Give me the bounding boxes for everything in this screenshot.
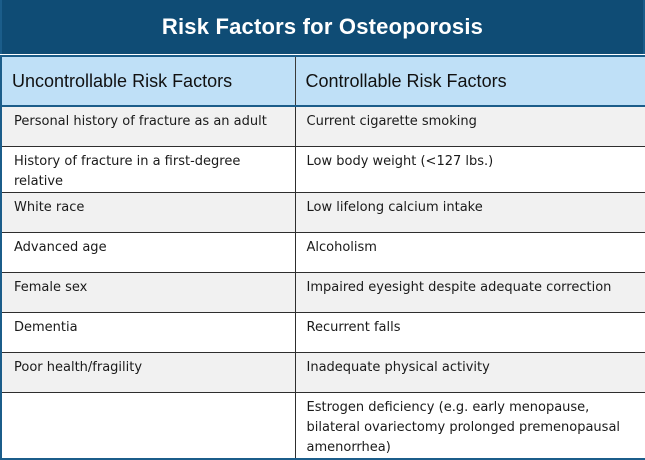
controllable-cell: Alcoholism	[295, 232, 645, 273]
controllable-cell: Recurrent falls	[295, 312, 645, 353]
table-row: Estrogen deficiency (e.g. early menopaus…	[0, 392, 645, 460]
uncontrollable-cell: Advanced age	[0, 232, 296, 273]
table-row: History of fracture in a first-degree re…	[0, 146, 645, 193]
header-row: Uncontrollable Risk Factors Controllable…	[0, 55, 645, 107]
header-controllable: Controllable Risk Factors	[294, 55, 645, 107]
uncontrollable-cell: Dementia	[0, 312, 296, 353]
table-row: Dementia Recurrent falls	[0, 312, 645, 353]
table-row: Personal history of fracture as an adult…	[0, 106, 645, 147]
uncontrollable-cell: Poor health/fragility	[0, 352, 296, 393]
table-row: Poor health/fragility Inadequate physica…	[0, 352, 645, 393]
uncontrollable-cell: Female sex	[0, 272, 296, 313]
controllable-cell: Inadequate physical activity	[295, 352, 645, 393]
controllable-cell: Current cigarette smoking	[295, 106, 645, 147]
table-title: Risk Factors for Osteoporosis	[161, 14, 484, 39]
uncontrollable-cell	[0, 392, 296, 460]
table-row: Female sex Impaired eyesight despite ade…	[0, 272, 645, 313]
uncontrollable-cell: Personal history of fracture as an adult	[0, 106, 296, 147]
uncontrollable-cell: White race	[0, 192, 296, 233]
controllable-cell: Estrogen deficiency (e.g. early menopaus…	[295, 392, 645, 460]
risk-factors-table: Uncontrollable Risk Factors Controllable…	[0, 55, 645, 460]
uncontrollable-cell: History of fracture in a first-degree re…	[0, 146, 296, 193]
controllable-cell: Impaired eyesight despite adequate corre…	[295, 272, 645, 313]
header-uncontrollable: Uncontrollable Risk Factors	[0, 55, 296, 107]
title-bar: Risk Factors for Osteoporosis	[0, 0, 645, 54]
table-row: Advanced age Alcoholism	[0, 232, 645, 273]
table-row: White race Low lifelong calcium intake	[0, 192, 645, 233]
controllable-cell: Low lifelong calcium intake	[295, 192, 645, 233]
controllable-cell: Low body weight (<127 lbs.)	[295, 146, 645, 193]
